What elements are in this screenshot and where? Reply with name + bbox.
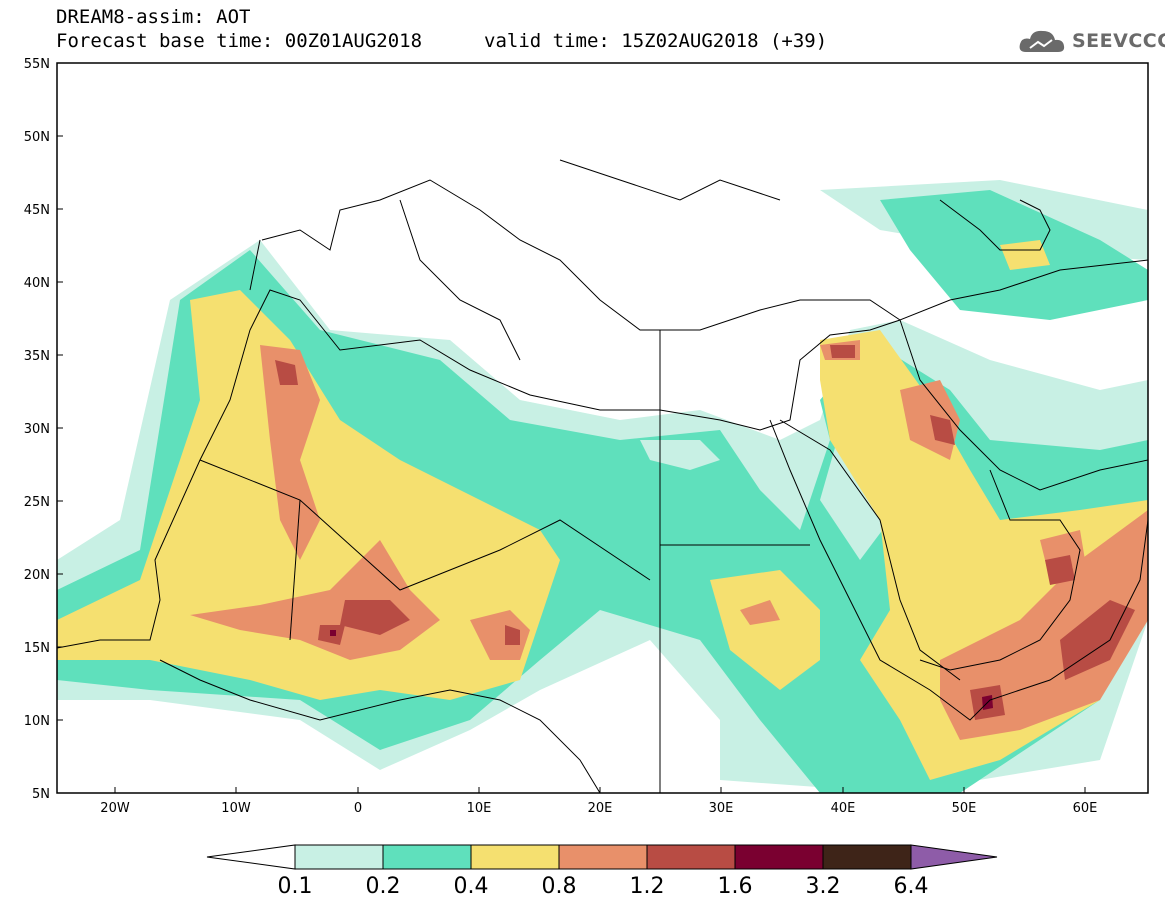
colorbar-label: 0.2: [366, 874, 401, 899]
forecast-base-time: Forecast base time: 00Z01AUG2018: [56, 30, 423, 52]
colorbar-high-arrow: [910, 844, 998, 870]
colorbar-swatch: [382, 844, 472, 870]
lat-tick-label: 50N: [24, 130, 50, 145]
lat-tick-label: 5N: [32, 787, 50, 802]
colorbar-label: 1.2: [630, 874, 665, 899]
lon-tick-label: 20E: [588, 801, 613, 816]
colorbar-label: 0.8: [542, 874, 577, 899]
colorbar: 0.1 0.2 0.4 0.8 1.2 1.6 3.2 6.4: [206, 844, 998, 899]
aot-field: [57, 159, 1148, 793]
lon-tick-label: 0: [354, 801, 362, 816]
lon-tick-label: 30E: [709, 801, 734, 816]
colorbar-label: 6.4: [894, 874, 929, 899]
colorbar-label: 3.2: [806, 874, 841, 899]
colorbar-low-arrow: [206, 844, 296, 870]
cloud-logo-icon: [1019, 30, 1065, 52]
colorbar-swatch: [822, 844, 912, 870]
lat-tick-label: 10N: [24, 714, 50, 729]
lat-tick-label: 45N: [24, 203, 50, 218]
coastlines: [57, 159, 1148, 793]
colorbar-label: 1.6: [718, 874, 753, 899]
colorbar-swatch: [470, 844, 560, 870]
logo-text: SEEVCCC: [1072, 30, 1165, 52]
lat-tick-label: 35N: [24, 349, 50, 364]
latitude-ticks: [57, 135, 63, 721]
longitude-ticks: [114, 787, 1086, 793]
lat-tick-label: 20N: [24, 568, 50, 583]
map-title: DREAM8-assim: AOT: [56, 6, 251, 28]
latitude-labels: 55N 50N 45N 40N 35N 30N 25N 20N 15N 10N …: [24, 57, 50, 802]
lon-tick-label: 60E: [1073, 801, 1098, 816]
longitude-labels: 20W 10W 0 10E 20E 30E 40E 50E 60E: [100, 801, 1097, 816]
lon-tick-label: 20W: [100, 801, 130, 816]
lat-tick-label: 15N: [24, 641, 50, 656]
valid-time: valid time: 15Z02AUG2018 (+39): [484, 30, 828, 52]
colorbar-swatch: [558, 844, 648, 870]
colorbar-label: 0.4: [454, 874, 489, 899]
lon-tick-label: 10E: [467, 801, 492, 816]
lat-tick-label: 30N: [24, 422, 50, 437]
colorbar-swatch: [294, 844, 384, 870]
lon-tick-label: 40E: [831, 801, 856, 816]
lat-tick-label: 55N: [24, 57, 50, 72]
colorbar-swatch: [734, 844, 824, 870]
lon-tick-label: 50E: [952, 801, 977, 816]
colorbar-swatch: [646, 844, 736, 870]
lat-tick-label: 40N: [24, 276, 50, 291]
lon-tick-label: 10W: [221, 801, 251, 816]
lat-tick-label: 25N: [24, 495, 50, 510]
colorbar-label: 0.1: [278, 874, 313, 899]
